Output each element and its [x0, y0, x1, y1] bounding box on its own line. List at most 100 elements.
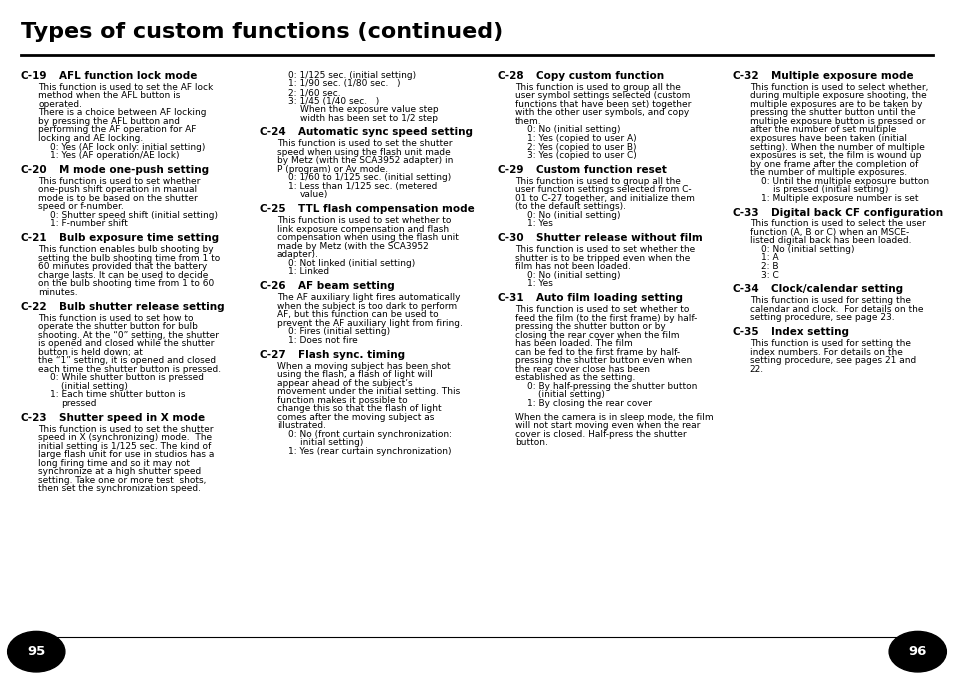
Text: operated.: operated. [38, 100, 82, 109]
Text: by one frame after the completion of: by one frame after the completion of [749, 160, 917, 168]
Text: When a moving subject has been shot: When a moving subject has been shot [276, 362, 450, 370]
Text: Flash sync. timing: Flash sync. timing [297, 349, 404, 360]
Text: (initial setting): (initial setting) [61, 382, 128, 391]
Text: This function is used to set whether: This function is used to set whether [38, 177, 200, 186]
Circle shape [8, 631, 65, 672]
Text: 0: Not linked (initial setting): 0: Not linked (initial setting) [288, 259, 415, 268]
Text: function makes it possible to: function makes it possible to [276, 395, 407, 405]
Text: one-push shift operation in manual: one-push shift operation in manual [38, 185, 197, 195]
Text: 0: By half-pressing the shutter button: 0: By half-pressing the shutter button [526, 382, 697, 391]
Text: M mode one-push setting: M mode one-push setting [59, 165, 209, 175]
Text: Multiple exposure mode: Multiple exposure mode [770, 71, 913, 81]
Text: initial setting is 1/125 sec. The kind of: initial setting is 1/125 sec. The kind o… [38, 441, 212, 451]
Text: This function is used to set whether to: This function is used to set whether to [276, 216, 451, 225]
Text: using the flash, a flash of light will: using the flash, a flash of light will [276, 370, 432, 379]
Text: 0: No (front curtain synchronization:: 0: No (front curtain synchronization: [288, 430, 452, 439]
Text: 95: 95 [27, 645, 46, 658]
Text: 0: No (initial setting): 0: No (initial setting) [526, 211, 619, 220]
Text: comes after the moving subject as: comes after the moving subject as [276, 413, 434, 422]
Text: This function is used to set the AF lock: This function is used to set the AF lock [38, 83, 213, 92]
Text: 3: C: 3: C [760, 270, 779, 280]
Text: 1: By closing the rear cover: 1: By closing the rear cover [526, 399, 651, 408]
Text: 0: 1/60 to 1/125 sec. (initial setting): 0: 1/60 to 1/125 sec. (initial setting) [288, 174, 451, 183]
Text: made by Metz (with the SCA3952: made by Metz (with the SCA3952 [276, 242, 428, 251]
Text: C-30: C-30 [497, 233, 524, 243]
Text: When the camera is in sleep mode, the film: When the camera is in sleep mode, the fi… [515, 413, 713, 422]
Text: function (A, B or C) when an MSCE-: function (A, B or C) when an MSCE- [749, 228, 908, 237]
Text: cover is closed. Half-press the shutter: cover is closed. Half-press the shutter [515, 430, 686, 439]
Text: locking and AE locking.: locking and AE locking. [38, 134, 143, 143]
Text: value): value) [299, 191, 328, 199]
Text: exposures is set, the film is wound up: exposures is set, the film is wound up [749, 151, 921, 160]
Text: 1: Yes: 1: Yes [526, 279, 552, 289]
Text: minutes.: minutes. [38, 288, 78, 297]
Text: 1: Yes (rear curtain synchronization): 1: Yes (rear curtain synchronization) [288, 447, 451, 456]
Text: 2: B: 2: B [760, 262, 778, 271]
Text: 60 minutes provided that the battery: 60 minutes provided that the battery [38, 262, 207, 271]
Text: on the bulb shooting time from 1 to 60: on the bulb shooting time from 1 to 60 [38, 279, 214, 289]
Text: charge lasts. It can be used to decide: charge lasts. It can be used to decide [38, 271, 209, 280]
Text: This function is used for setting the: This function is used for setting the [749, 296, 910, 306]
Text: 1: Each time shutter button is: 1: Each time shutter button is [50, 390, 185, 400]
Text: 3: Yes (copied to user C): 3: Yes (copied to user C) [526, 151, 636, 160]
Text: change this so that the flash of light: change this so that the flash of light [276, 404, 441, 413]
Text: Index setting: Index setting [770, 327, 848, 337]
Text: multiple exposures are to be taken by: multiple exposures are to be taken by [749, 100, 922, 109]
Text: method when the AFL button is: method when the AFL button is [38, 91, 180, 101]
Text: TTL flash compensation mode: TTL flash compensation mode [297, 204, 474, 214]
Text: pressing the shutter button even when: pressing the shutter button even when [515, 356, 692, 365]
Text: 1: A: 1: A [760, 254, 778, 262]
Text: 0: Yes (AF lock only: initial setting): 0: Yes (AF lock only: initial setting) [50, 143, 205, 151]
Text: pressed: pressed [61, 399, 96, 408]
Text: This function is used to set whether the: This function is used to set whether the [515, 245, 695, 254]
Text: Shutter release without film: Shutter release without film [536, 233, 702, 243]
Text: 0: While shutter button is pressed: 0: While shutter button is pressed [50, 373, 203, 383]
Text: compensation when using the flash unit: compensation when using the flash unit [276, 233, 458, 243]
Text: C-33: C-33 [732, 208, 759, 218]
Text: 96: 96 [907, 645, 926, 658]
Text: 1: Multiple exposure number is set: 1: Multiple exposure number is set [760, 193, 918, 203]
Text: feed the film (to the first frame) by half-: feed the film (to the first frame) by ha… [515, 314, 697, 322]
Text: Copy custom function: Copy custom function [536, 71, 663, 81]
Text: button is held down; at: button is held down; at [38, 347, 143, 357]
Text: C-19: C-19 [21, 71, 48, 81]
Text: width has been set to 1/2 step: width has been set to 1/2 step [299, 114, 437, 122]
Text: large flash unit for use in studios has a: large flash unit for use in studios has … [38, 450, 214, 459]
Text: Bulb exposure time setting: Bulb exposure time setting [59, 233, 219, 243]
Text: Automatic sync speed setting: Automatic sync speed setting [297, 128, 472, 137]
Text: long firing time and so it may not: long firing time and so it may not [38, 459, 190, 468]
Text: shutter is to be tripped even when the: shutter is to be tripped even when the [515, 254, 690, 263]
Text: 2: 1/60 sec.: 2: 1/60 sec. [288, 88, 340, 97]
Text: 2: Yes (copied to user B): 2: Yes (copied to user B) [526, 143, 636, 151]
Text: 0: No (initial setting): 0: No (initial setting) [526, 271, 619, 280]
Text: synchronize at a high shutter speed: synchronize at a high shutter speed [38, 467, 201, 477]
Text: speed or f-number.: speed or f-number. [38, 202, 124, 212]
Text: mode is to be based on the shutter: mode is to be based on the shutter [38, 194, 197, 203]
Text: This function is used for setting the: This function is used for setting the [749, 339, 910, 348]
Text: 3: 1/45 (1/40 sec.   ): 3: 1/45 (1/40 sec. ) [288, 97, 379, 105]
Text: P (program) or Av mode.: P (program) or Av mode. [276, 165, 387, 174]
Text: C-25: C-25 [259, 204, 286, 214]
Text: This function is used to group all the: This function is used to group all the [515, 177, 680, 186]
Text: The AF auxiliary light fires automatically: The AF auxiliary light fires automatical… [276, 293, 459, 302]
Text: the number of multiple exposures.: the number of multiple exposures. [749, 168, 906, 177]
Text: C-23: C-23 [21, 413, 48, 422]
Text: pressing the shutter button until the: pressing the shutter button until the [749, 108, 915, 118]
Text: speed in X (synchronizing) mode.  The: speed in X (synchronizing) mode. The [38, 433, 213, 442]
Text: 0: No (initial setting): 0: No (initial setting) [526, 126, 619, 135]
Text: has been loaded. The film: has been loaded. The film [515, 339, 632, 348]
Text: speed when using the flash unit made: speed when using the flash unit made [276, 148, 450, 157]
Text: user symbol settings selected (custom: user symbol settings selected (custom [515, 91, 690, 101]
Text: is pressed (initial setting): is pressed (initial setting) [772, 185, 887, 194]
Text: 1: F-number shift: 1: F-number shift [50, 220, 128, 228]
Text: during multiple exposure shooting, the: during multiple exposure shooting, the [749, 91, 925, 101]
Text: closing the rear cover when the film: closing the rear cover when the film [515, 331, 679, 340]
Text: by pressing the AFL button and: by pressing the AFL button and [38, 117, 180, 126]
Text: C-29: C-29 [497, 165, 524, 175]
Text: AF beam setting: AF beam setting [297, 281, 394, 291]
Text: This function is used to set the shutter: This function is used to set the shutter [276, 139, 452, 149]
Text: setting). When the number of multiple: setting). When the number of multiple [749, 143, 923, 151]
Text: adapter).: adapter). [276, 250, 318, 260]
Text: C-35: C-35 [732, 327, 759, 337]
Text: C-21: C-21 [21, 233, 48, 243]
